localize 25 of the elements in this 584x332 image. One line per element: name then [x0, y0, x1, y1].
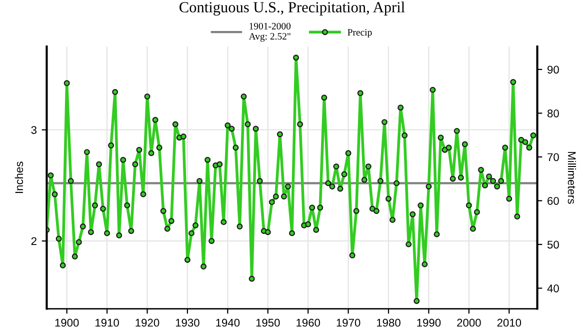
x-tick-label: 1910 [96, 318, 119, 327]
y2-tick-label: 40 [547, 284, 559, 292]
legend-label: 1901-2000 Avg: 2.52" [248, 22, 291, 42]
x-tick-label: 1970 [336, 318, 360, 327]
y-axis-title: Inches [14, 162, 24, 193]
y2-tick-label: 60 [548, 196, 559, 205]
x-tick-label: 1980 [376, 318, 400, 327]
y-tick-label: 2 [31, 237, 36, 245]
x-tick-label: 1900 [55, 318, 79, 327]
y2-axis-title: Millimeters [568, 152, 576, 204]
x-tick-label: 1930 [176, 318, 200, 327]
x-tick-label: 1920 [136, 318, 160, 327]
y2-tick-label: 90 [548, 66, 559, 74]
x-tick-label: 1940 [216, 318, 240, 327]
x-tick-label: 1950 [256, 318, 280, 327]
y-tick-label: 3 [31, 126, 37, 134]
x-tick-label: 1960 [296, 318, 320, 327]
y2-tick-label: 70 [548, 153, 559, 162]
y2-tick-label: 50 [547, 240, 559, 249]
x-tick-label: 1990 [417, 318, 441, 327]
x-tick-label: 2010 [497, 318, 522, 327]
chart-title: Contiguous U.S., Precipitation, April [180, 2, 405, 16]
y2-tick-label: 80 [547, 109, 559, 118]
legend-label: Precip [348, 29, 372, 38]
x-tick-label: 2000 [457, 318, 481, 327]
